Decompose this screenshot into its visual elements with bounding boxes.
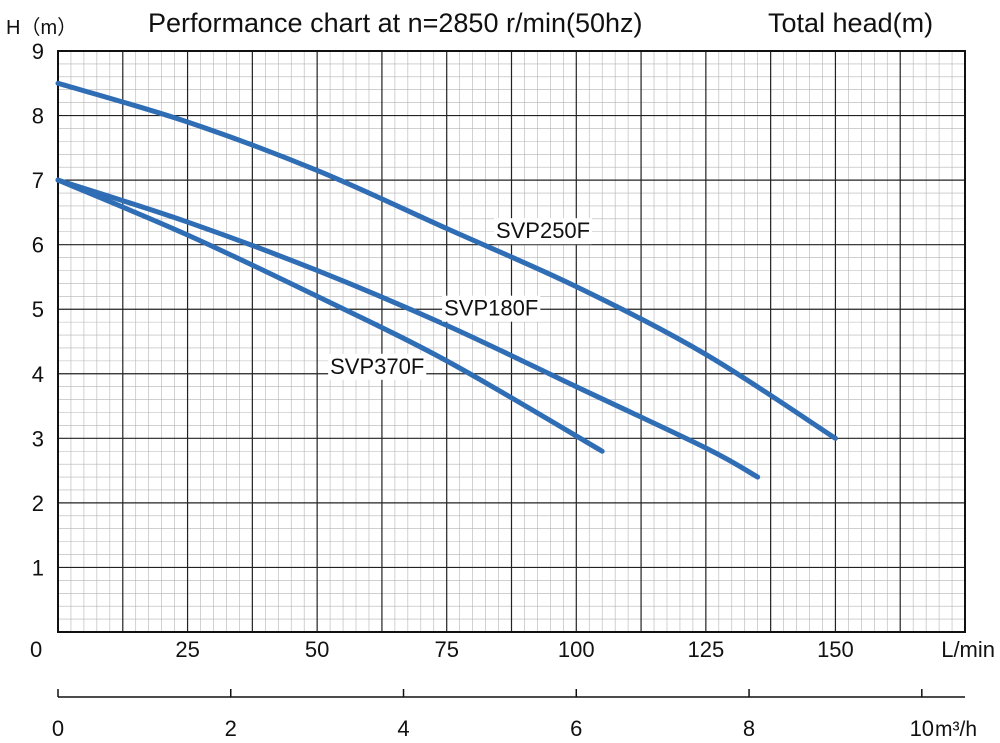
series-line-svp180f (55, 177, 761, 480)
annotation-background (493, 218, 593, 245)
y-axis-ticks: 1 2 3 4 5 6 7 8 9 (32, 39, 44, 580)
series-label-svp180f: SVP180F (444, 296, 538, 321)
x2-tick-label: 2 (225, 716, 237, 741)
annotation-background (442, 295, 541, 322)
series-label-svp250f: SVP250F (496, 218, 590, 243)
y-tick-label: 1 (32, 555, 44, 580)
x-tick-label: 125 (687, 637, 724, 662)
y-tick-label: 3 (32, 426, 44, 451)
y-tick-label: 2 (32, 491, 44, 516)
x-axis-unit-label: L/min (941, 637, 995, 662)
series-line-svp250f (55, 80, 838, 441)
total-head-label: Total head(m) (768, 8, 933, 38)
x2-tick-label: 4 (397, 716, 409, 741)
plot-area-frame (57, 50, 966, 633)
chart-title: Performance chart at n=2850 r/min(50hz) (148, 8, 643, 38)
x2-tick-label: 8 (743, 716, 755, 741)
x-tick-label: 25 (175, 637, 199, 662)
series-lines (55, 80, 838, 480)
secondary-x-axis-ticks: 0 2 4 6 8 10 (52, 689, 934, 741)
series-line-svp370f (55, 177, 605, 454)
series-annotations: SVP250F SVP180F SVP370F (328, 218, 593, 380)
y-axis-label: H（m） (6, 16, 77, 39)
grid-major (58, 51, 965, 632)
series-label-svp370f: SVP370F (330, 354, 424, 379)
x-tick-label: 100 (558, 637, 595, 662)
annotation-background (328, 353, 427, 380)
y-tick-label: 8 (32, 104, 44, 129)
origin-label: 0 (30, 637, 42, 662)
x-axis-ticks: 25 50 75 100 125 150 (175, 637, 853, 662)
y-tick-label: 5 (32, 297, 44, 322)
x2-tick-label: 0 (52, 716, 64, 741)
y-tick-label: 4 (32, 362, 44, 387)
x-tick-label: 50 (305, 637, 329, 662)
x2-tick-label: 10 (910, 716, 934, 741)
y-tick-label: 7 (32, 168, 44, 193)
x-tick-label: 150 (817, 637, 854, 662)
x2-tick-label: 6 (570, 716, 582, 741)
y-tick-label: 6 (32, 233, 44, 258)
x-tick-label: 75 (434, 637, 458, 662)
y-tick-label: 9 (32, 39, 44, 64)
secondary-x-axis-unit-label: m³/h (935, 718, 977, 741)
